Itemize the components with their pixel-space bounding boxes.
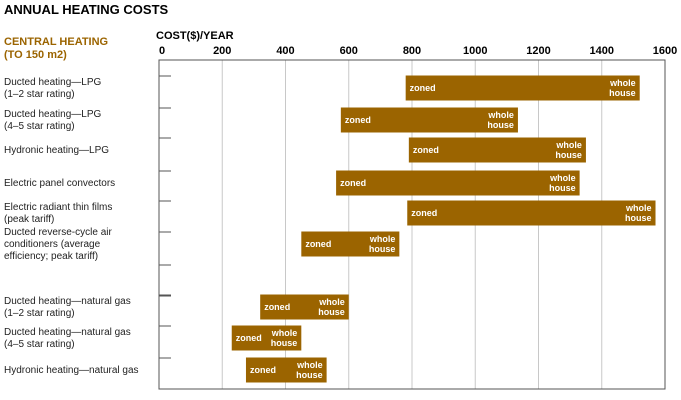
section-label-line-1: CENTRAL HEATING (4, 36, 109, 48)
category-label: efficiency; peak tariff) (4, 251, 98, 262)
range-bar (301, 231, 400, 257)
x-tick-label: 400 (276, 45, 294, 57)
bar-start-label: zoned (413, 145, 439, 155)
bar-end-label: house (609, 88, 636, 98)
range-bar (340, 107, 518, 133)
bar-end-label: house (369, 244, 396, 254)
category-label: (4–5 star rating) (4, 121, 75, 132)
bar-end-label: house (296, 370, 323, 380)
bar-end-label: whole (318, 297, 345, 307)
bar-end-label: whole (625, 203, 652, 213)
range-bar (405, 75, 640, 101)
chart-title: ANNUAL HEATING COSTS (4, 2, 169, 17)
category-label: Ducted reverse-cycle air (4, 227, 112, 238)
bar-start-label: zoned (410, 83, 436, 93)
bar-start-label: zoned (250, 365, 276, 375)
x-tick-label: 800 (403, 45, 421, 57)
range-bar (336, 170, 580, 196)
bar-end-label: house (549, 183, 576, 193)
x-tick-label: 1200 (526, 45, 550, 57)
plot-frame (158, 59, 666, 390)
bar-end-label: house (271, 338, 298, 348)
category-label: Ducted heating—natural gas (4, 296, 131, 307)
bar-end-label: house (625, 213, 652, 223)
section-label-line-2: (TO 150 m2) (4, 49, 67, 61)
category-label: Hydronic heating—LPG (4, 145, 109, 156)
bar-start-label: zoned (340, 178, 366, 188)
x-tick-label: 200 (213, 45, 231, 57)
bar-end-label: whole (487, 110, 514, 120)
range-bar (245, 357, 327, 383)
category-label: (1–2 star rating) (4, 308, 75, 319)
x-tick-label: 1000 (463, 45, 487, 57)
bar-start-label: zoned (345, 115, 371, 125)
category-label: Hydronic heating—natural gas (4, 365, 139, 376)
category-label: conditioners (average (4, 239, 101, 250)
category-label: Electric radiant thin films (4, 202, 112, 213)
bar-end-label: whole (609, 78, 636, 88)
x-tick-label: 0 (159, 45, 165, 57)
range-bar (408, 137, 586, 163)
category-label: (1–2 star rating) (4, 89, 75, 100)
bar-start-label: zoned (236, 333, 262, 343)
category-label: Ducted heating—natural gas (4, 327, 131, 338)
category-label: Ducted heating—LPG (4, 77, 102, 88)
x-tick-label: 1600 (653, 45, 677, 57)
bar-end-label: whole (369, 234, 396, 244)
bar-start-label: zoned (305, 239, 331, 249)
bar-end-label: house (487, 120, 514, 130)
range-bar (407, 200, 656, 226)
category-label: Ducted heating—LPG (4, 109, 102, 120)
x-tick-label: 1400 (590, 45, 614, 57)
range-bar (260, 294, 349, 320)
range-bar (231, 325, 302, 351)
category-label: Electric panel convectors (4, 178, 115, 189)
bar-end-label: whole (555, 140, 582, 150)
bar-start-label: zoned (411, 208, 437, 218)
bar-end-label: whole (296, 360, 323, 370)
category-label: (peak tariff) (4, 214, 54, 225)
bar-end-label: house (555, 150, 582, 160)
x-axis-label: COST($)/YEAR (156, 30, 234, 42)
bar-start-label: zoned (264, 302, 290, 312)
bar-end-label: whole (549, 173, 576, 183)
bar-end-label: whole (271, 328, 298, 338)
bar-end-label: house (318, 307, 345, 317)
category-label: (4–5 star rating) (4, 339, 75, 350)
x-tick-label: 600 (340, 45, 358, 57)
